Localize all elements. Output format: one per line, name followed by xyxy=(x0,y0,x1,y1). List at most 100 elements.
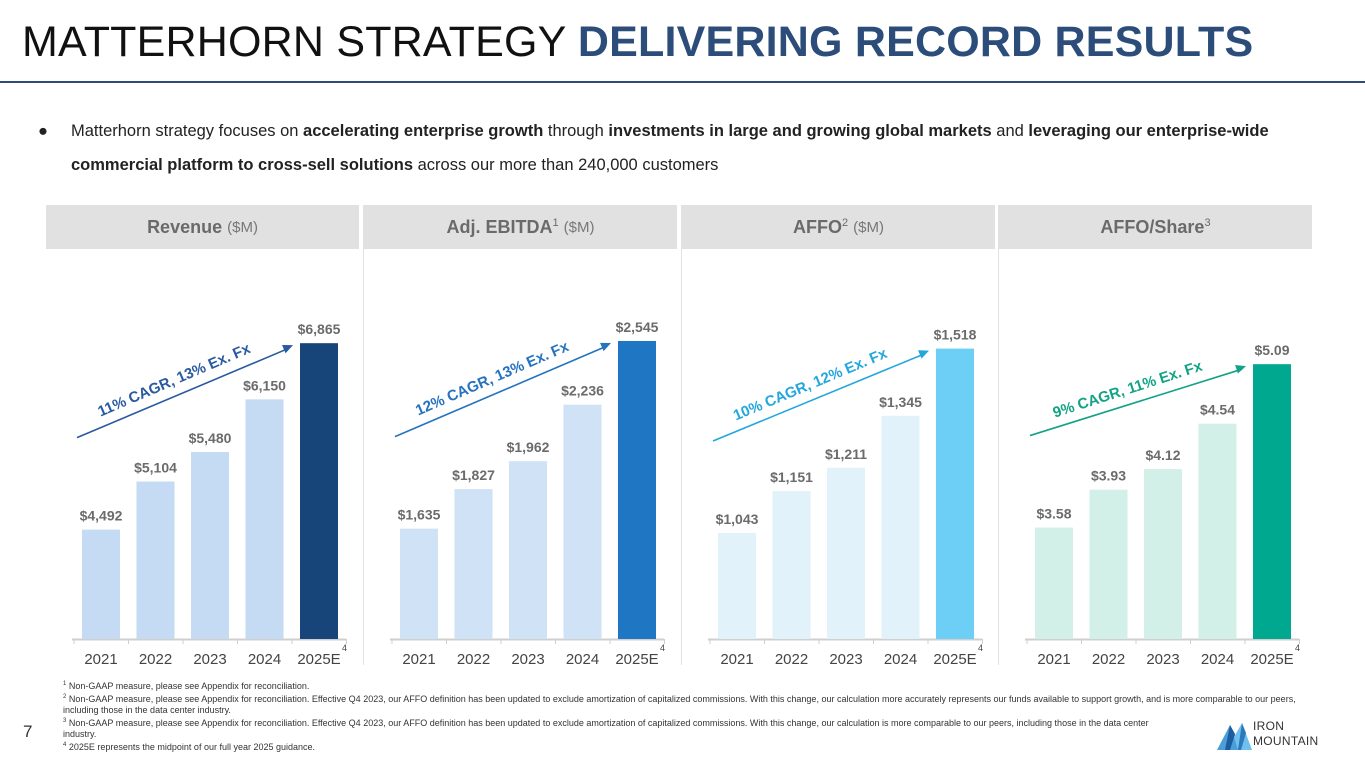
ebitda-panel: Adj. EBITDA1 ($M) $1,635 2021 $1,827 2022 $1,… xyxy=(364,205,677,667)
revenue-panel: Revenue ($M) $4,492 2021 $5,104 2022 $5,480 20… xyxy=(46,205,359,667)
x-tick-label: 2023 xyxy=(511,651,544,667)
panel-unit: ($M) xyxy=(563,218,595,236)
data-label: $2,545 xyxy=(616,319,659,335)
affo-header: AFFO2 ($M) xyxy=(682,205,995,249)
data-label: $6,865 xyxy=(298,321,341,337)
bar xyxy=(454,489,493,639)
x-tick-label: 2025E xyxy=(297,651,340,667)
x-tick-label: 2022 xyxy=(139,651,172,667)
data-label: $5,104 xyxy=(134,460,177,476)
data-label: $2,236 xyxy=(561,383,604,399)
x-tick-label: 2021 xyxy=(84,651,117,667)
bullet-part: through xyxy=(543,122,609,140)
panel-unit: ($M) xyxy=(227,218,258,236)
strategy-bullet: ● Matterhorn strategy focuses on acceler… xyxy=(38,114,1328,182)
data-label: $1,043 xyxy=(716,511,759,527)
panel-divider xyxy=(998,205,999,665)
bar xyxy=(300,343,338,639)
data-label: $1,518 xyxy=(934,327,977,343)
cagr-arrow-line xyxy=(712,352,926,442)
cagr-arrowhead xyxy=(918,350,929,359)
x-tick-label: 2021 xyxy=(1037,651,1070,667)
category-footnote-marker: 4 xyxy=(978,643,983,653)
title-sup: 3 xyxy=(1204,216,1211,229)
cagr-arrowhead xyxy=(282,344,293,354)
data-label: $4.54 xyxy=(1200,402,1235,418)
logo-line: MOUNTAIN xyxy=(1253,734,1319,748)
bar xyxy=(936,348,974,639)
bar xyxy=(1035,527,1073,639)
data-label: $6,150 xyxy=(243,377,286,393)
bar xyxy=(1144,469,1182,639)
footnote: 2 Non-GAAP measure, please see Appendix … xyxy=(63,694,1296,715)
bar xyxy=(881,415,920,639)
x-tick-label: 2024 xyxy=(248,651,281,667)
cagr-annotation: 12% CAGR, 13% Ex. Fx xyxy=(413,338,572,419)
x-tick-label: 2025E xyxy=(615,651,658,667)
data-label: $1,211 xyxy=(825,446,867,462)
cagr-annotation: 9% CAGR, 11% Ex. Fx xyxy=(1051,357,1205,421)
title-rule xyxy=(0,81,1365,83)
revenue-header: Revenue ($M) xyxy=(46,205,359,249)
data-label: $5,480 xyxy=(189,430,232,446)
bar xyxy=(191,452,229,639)
ebitda-header: Adj. EBITDA1 ($M) xyxy=(364,205,677,249)
panel-unit: ($M) xyxy=(853,218,884,236)
panel-divider xyxy=(363,205,364,665)
bar xyxy=(618,340,656,639)
x-tick-label: 2021 xyxy=(402,651,435,667)
bullet-part-bold: investments in large and growing global … xyxy=(608,122,992,140)
footnote: 3 Non-GAAP measure, please see Appendix … xyxy=(63,718,1149,739)
cagr-arrow-line xyxy=(1029,368,1243,437)
bar xyxy=(827,467,865,639)
x-tick-label: 2025E xyxy=(933,651,976,667)
affo-share-panel: AFFO/Share3 $3.58 2021 $3.93 2022 $4.12 2023 $… xyxy=(999,205,1312,667)
x-tick-label: 2024 xyxy=(884,651,917,667)
bar xyxy=(245,399,284,639)
affo-panel: AFFO2 ($M) $1,043 2021 $1,151 2022 $1,211 2023… xyxy=(682,205,995,667)
cagr-annotation: 10% CAGR, 12% Ex. Fx xyxy=(731,345,890,425)
affo-chart: $1,043 2021 $1,151 2022 $1,211 2023 $1,345 2024… xyxy=(708,327,983,667)
x-tick-label: 2023 xyxy=(193,651,226,667)
bar xyxy=(772,491,811,639)
bullet-text: Matterhorn strategy focuses on accelerat… xyxy=(38,114,1328,182)
title-sup: 2 xyxy=(842,216,849,229)
category-footnote-marker: 4 xyxy=(1295,643,1300,653)
page-number: 7 xyxy=(23,722,33,741)
bullet-part: Matterhorn strategy focuses on xyxy=(71,122,304,140)
bar xyxy=(1198,423,1237,639)
bullet-part-bold: leveraging our enterprise-wide commercia… xyxy=(71,122,1269,174)
footnote: 4 2025E represents the midpoint of our f… xyxy=(63,742,316,752)
x-tick-label: 2025E xyxy=(1250,651,1293,667)
panel-title: AFFO/Share3 xyxy=(1100,216,1211,237)
cagr-annotation: 11% CAGR, 13% Ex. Fx xyxy=(95,340,253,421)
data-label: $4.12 xyxy=(1145,447,1180,463)
panel-divider xyxy=(681,205,682,665)
category-footnote-marker: 4 xyxy=(342,643,347,653)
x-tick-label: 2021 xyxy=(720,651,753,667)
data-label: $1,962 xyxy=(507,439,550,455)
cagr-arrow-line xyxy=(76,347,290,439)
data-label: $1,345 xyxy=(879,394,922,410)
bar xyxy=(400,528,438,639)
bar xyxy=(718,533,756,639)
footnote: 1 Non-GAAP measure, please see Appendix … xyxy=(63,681,310,691)
bullet-part: and xyxy=(991,122,1029,140)
title-plain: MATTERHORN STRATEGY xyxy=(22,18,566,66)
bar xyxy=(136,481,175,639)
x-tick-label: 2024 xyxy=(1201,651,1234,667)
data-label: $4,492 xyxy=(80,508,123,524)
title-sup: 1 xyxy=(552,216,559,229)
data-label: $1,827 xyxy=(452,467,495,483)
panel-title: AFFO2 xyxy=(793,216,849,237)
x-tick-label: 2023 xyxy=(1146,651,1179,667)
affo-share-header: AFFO/Share3 xyxy=(999,205,1312,249)
bullet-marker: ● xyxy=(38,122,48,140)
bar xyxy=(1089,489,1128,639)
affo-share-chart: $3.58 2021 $3.93 2022 $4.12 2023 $4.54 2024 $5.0… xyxy=(1025,342,1300,667)
bullet-part-bold: accelerating enterprise growth xyxy=(303,122,544,140)
bar xyxy=(1253,364,1291,639)
bar xyxy=(563,404,602,639)
logo-wordmark: IRON MOUNTAIN xyxy=(1253,719,1319,749)
footnotes: 1 Non-GAAP measure, please see Appendix … xyxy=(63,679,1313,753)
